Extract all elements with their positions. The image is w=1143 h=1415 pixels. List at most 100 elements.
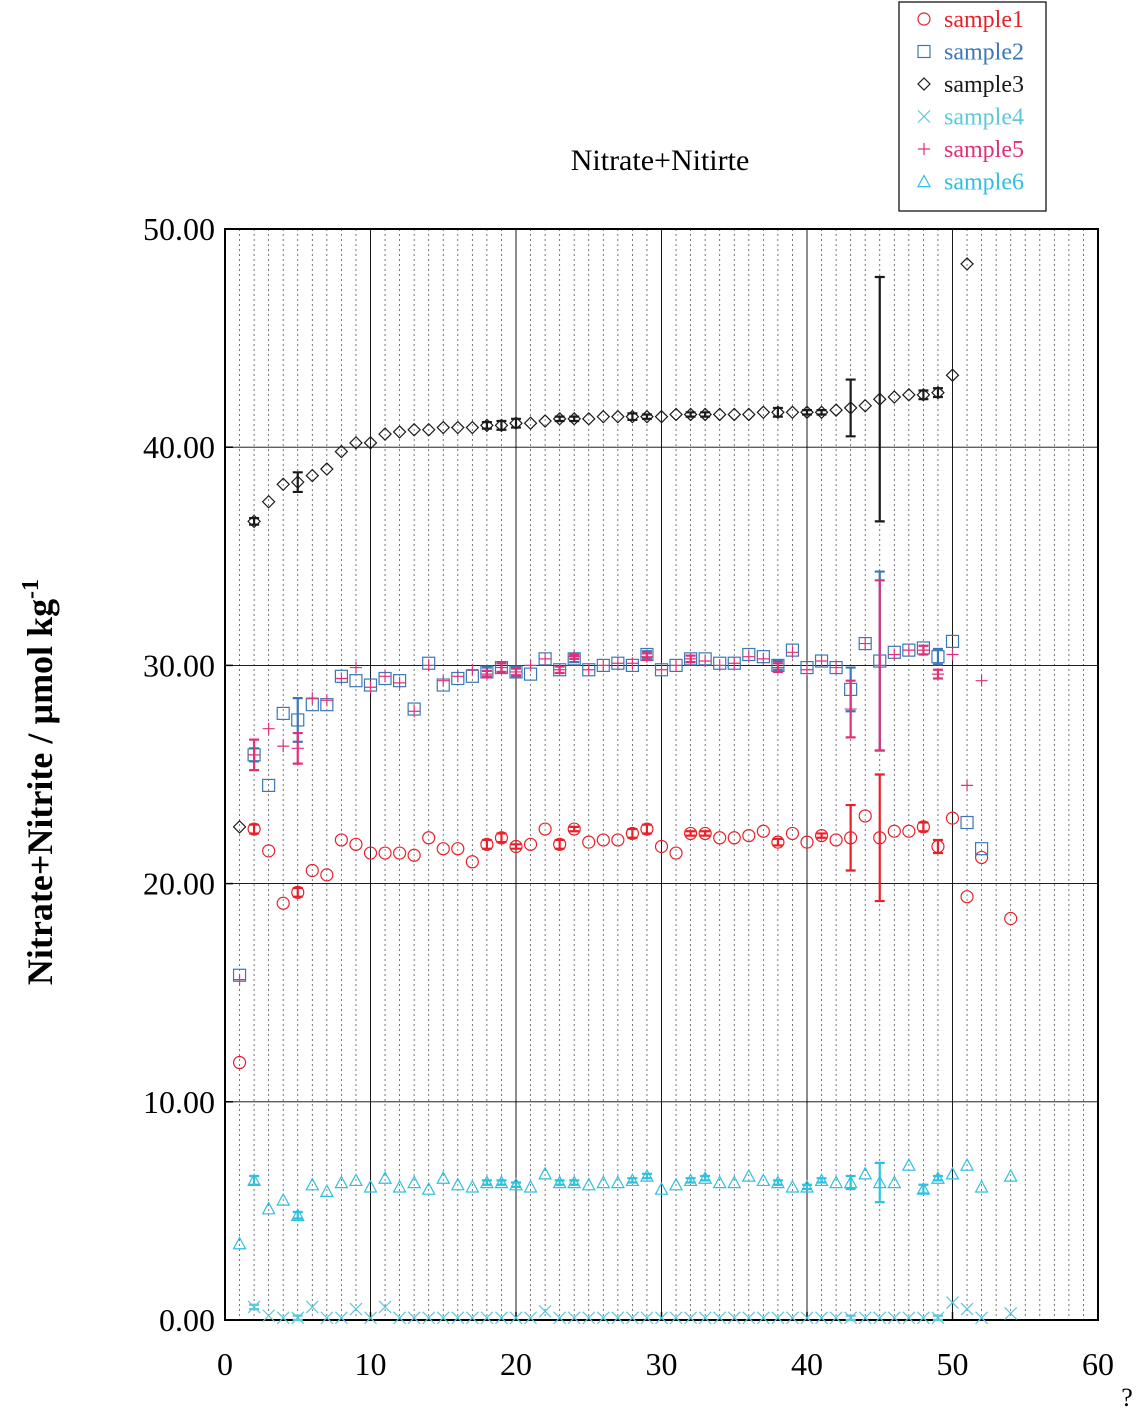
data-point [756,824,770,838]
data-point [348,1173,363,1187]
x-tick-label: 50 [937,1346,969,1382]
data-point [727,1175,742,1189]
data-point [887,390,902,404]
data-point [451,670,464,683]
data-point [902,387,916,402]
data-point [785,405,800,420]
data-point [786,646,799,659]
data-point [392,425,407,439]
series-sample5 [233,579,988,986]
data-point [757,652,770,665]
data-point [334,833,348,847]
data-point [930,1170,945,1184]
legend-label: sample6 [944,170,1024,196]
data-point [945,1166,960,1180]
data-point [305,1177,320,1191]
data-point [814,828,829,843]
data-point [727,407,742,422]
data-point [727,831,741,845]
data-point [684,1311,698,1325]
legend-item-sample1: sample1 [917,7,1024,33]
data-point [946,648,959,661]
data-point [931,650,945,664]
data-point [902,1311,916,1325]
data-point [625,1311,639,1325]
data-series [232,257,1018,1325]
data-point [305,468,320,483]
data-point [611,409,625,424]
data-point [509,416,523,431]
data-point [480,668,493,681]
data-point [654,839,669,854]
error-bar [641,1172,652,1180]
data-point [305,1300,319,1314]
error-bar [816,409,827,416]
data-point [494,1175,509,1189]
y-tick-label: 0.00 [159,1302,215,1338]
data-point [829,403,843,417]
error-bar [845,378,856,438]
series-sample6 [232,1157,1018,1250]
data-point [596,833,610,847]
data-point [378,1300,392,1314]
x-tick-label: 0 [217,1346,233,1382]
data-point [741,407,756,422]
data-point [349,661,362,674]
data-point [364,1311,377,1325]
data-point [524,1311,537,1325]
data-point [611,833,625,847]
data-point [727,1311,741,1325]
error-bar [816,1177,827,1184]
error-bar [511,1181,521,1188]
data-point [872,392,887,407]
data-point [974,850,989,865]
data-point [261,494,276,509]
data-point [713,1311,727,1325]
data-point [756,1311,770,1325]
data-point [596,1311,610,1325]
data-point [786,1311,799,1325]
data-point [479,1175,494,1189]
legend-item-sample4: sample4 [917,105,1024,131]
x-axis-title: ? [1121,1383,1133,1412]
error-bar [249,1174,260,1186]
data-point [698,1170,713,1184]
data-point [232,1055,247,1070]
data-point [523,1179,538,1193]
data-point [945,368,960,383]
data-point [320,694,333,707]
data-point [770,1175,785,1189]
data-point [465,420,480,435]
data-point [495,1311,508,1325]
data-point [858,398,873,413]
legend-marker [917,77,931,91]
data-point [523,416,538,431]
data-point [436,1170,451,1184]
data-point [334,1175,349,1189]
data-point [1004,911,1018,926]
y-axis-title: Nitrate+Nitrite / µmol kg-1 [18,579,60,985]
data-point [232,1236,247,1250]
data-point [262,722,275,735]
legend-item-sample3: sample3 [917,72,1024,98]
data-point [683,1173,698,1187]
axis-ticks [224,228,1099,1321]
data-point [393,676,406,689]
data-point [422,659,435,672]
data-point [421,1181,436,1195]
series-sample2 [232,570,989,982]
data-point [494,418,509,433]
data-point [931,385,945,400]
error-bar [932,387,943,399]
data-point [901,1157,916,1171]
data-point [450,1177,465,1191]
data-point [843,401,858,415]
legend-marker [916,174,932,188]
data-point [931,1311,945,1325]
data-point [247,1173,262,1187]
legend-item-sample2: sample2 [917,40,1024,66]
data-point [291,713,305,727]
error-bar [874,773,885,903]
error-bar [918,821,929,833]
data-point [276,706,290,721]
